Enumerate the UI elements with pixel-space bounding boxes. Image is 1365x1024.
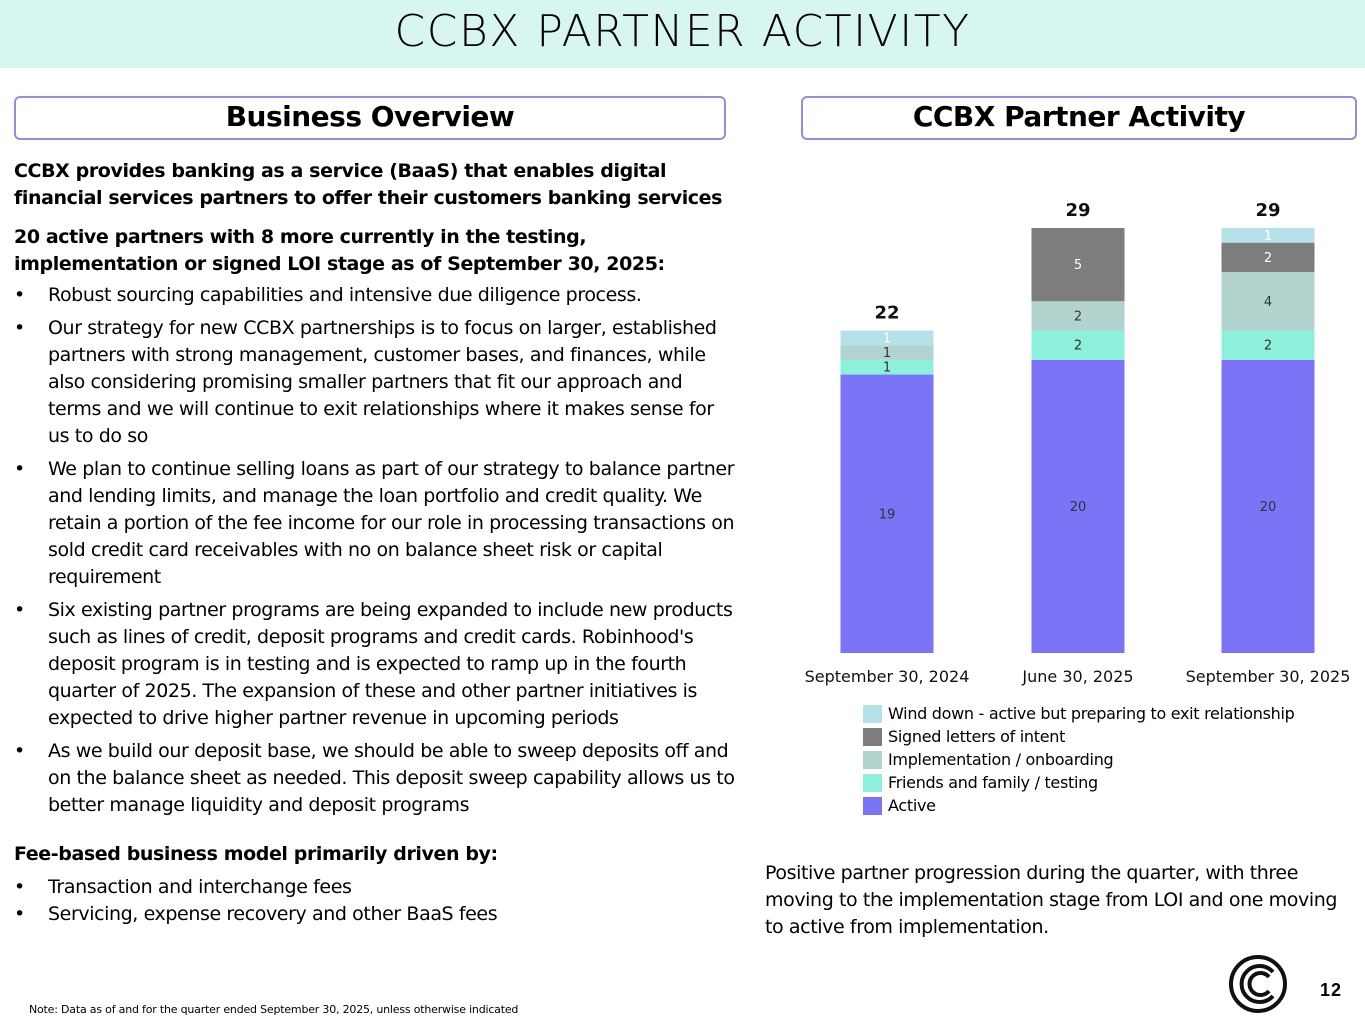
list-item: • Six existing partner programs are being… (14, 597, 739, 732)
data-label: 19 (879, 507, 896, 522)
bar-total-label: 29 (1255, 200, 1280, 221)
legend-label: Friends and family / testing (888, 773, 1098, 792)
legend-label: Signed letters of intent (888, 727, 1066, 746)
legend-label: Implementation / onboarding (888, 750, 1114, 769)
bar-total-label: 22 (874, 303, 899, 324)
bar-segment (1221, 271, 1315, 331)
bar-segment (1031, 359, 1125, 653)
list-item: • We plan to continue selling loans as pa… (14, 456, 739, 591)
data-label: 2 (1264, 251, 1272, 266)
category-label: June 30, 2025 (1021, 667, 1133, 686)
business-overview-body: CCBX provides banking as a service (BaaS… (14, 158, 739, 928)
page-title: CCBX PARTNER ACTIVITY (394, 6, 971, 57)
bullet-glyph: • (14, 903, 25, 925)
legend-swatch (863, 750, 882, 769)
partners-lead: 20 active partners with 8 more currently… (14, 226, 665, 275)
bullet-text: Our strategy for new CCBX partnerships i… (48, 317, 717, 447)
legend-swatch (863, 727, 882, 746)
legend-item: Wind down - active but preparing to exit… (863, 702, 1295, 725)
bullet-text: Six existing partner programs are being … (48, 599, 733, 729)
legend-item: Implementation / onboarding (863, 748, 1295, 771)
bar-segment (1221, 242, 1315, 272)
data-label: 2 (1074, 309, 1082, 324)
list-item: • Our strategy for new CCBX partnerships … (14, 315, 739, 450)
bar-segment (1031, 330, 1125, 360)
bullet-text: Robust sourcing capabilities and intensi… (48, 284, 642, 306)
data-label: 5 (1074, 258, 1082, 273)
legend-swatch (863, 773, 882, 792)
data-label: 1 (883, 331, 891, 346)
partner-progression-summary: Positive partner progression during the … (765, 862, 1337, 938)
list-item: • Transaction and interchange fees (14, 874, 739, 901)
legend-item: Signed letters of intent (863, 725, 1295, 748)
bar-segment (1031, 228, 1125, 302)
data-label: 2 (1074, 339, 1082, 354)
bullet-text: We plan to continue selling loans as par… (48, 458, 735, 588)
intro-paragraph: CCBX provides banking as a service (BaaS… (14, 160, 723, 209)
business-overview-header: Business Overview (14, 96, 726, 140)
bullet-glyph: • (14, 317, 25, 339)
data-label: 1 (883, 361, 891, 376)
ccb-logo-icon (1229, 955, 1287, 1013)
legend-label: Wind down - active but preparing to exit… (888, 704, 1295, 723)
bar-segment (840, 359, 934, 375)
bar-segment (1221, 330, 1315, 360)
data-label: 2 (1264, 339, 1272, 354)
category-label: September 30, 2025 (1186, 667, 1351, 686)
data-label: 1 (883, 346, 891, 361)
bar-segment (1221, 228, 1315, 243)
data-label: 4 (1264, 295, 1272, 310)
legend-item: Active (863, 794, 1295, 817)
page-number: 12 (1320, 980, 1343, 1000)
bullet-text: As we build our deposit base, we should … (48, 740, 735, 816)
category-label: September 30, 2024 (805, 667, 970, 686)
chart-legend: Wind down - active but preparing to exit… (863, 702, 1295, 817)
partner-activity-header: CCBX Partner Activity (801, 96, 1357, 140)
bullet-glyph: • (14, 599, 25, 621)
legend-label: Active (888, 796, 936, 815)
bullet-glyph: • (14, 876, 25, 898)
bullet-glyph: • (14, 458, 25, 480)
bar-segment (840, 345, 934, 360)
legend-swatch (863, 704, 882, 723)
bar-total-label: 29 (1065, 200, 1090, 221)
list-item: • As we build our deposit base, we should… (14, 738, 739, 819)
bar-segment (840, 330, 934, 346)
bullet-text: Servicing, expense recovery and other Ba… (48, 903, 498, 925)
strategy-bullet-list: • Robust sourcing capabilities and intens… (14, 282, 739, 819)
fee-bullet-list: • Transaction and interchange fees • Servi… (14, 874, 739, 928)
data-label: 1 (1264, 229, 1272, 244)
legend-item: Friends and family / testing (863, 771, 1295, 794)
partner-activity-chart: 19 1 1 1 22 September 30, 2024 20 2 2 5 29 June 30,… (801, 190, 1361, 690)
bullet-glyph: • (14, 284, 25, 306)
footnote: Note: Data as of and for the quarter end… (29, 1003, 519, 1016)
list-item: • Robust sourcing capabilities and intens… (14, 282, 739, 309)
legend-swatch (863, 796, 882, 815)
bar-segment (840, 374, 934, 653)
list-item: • Servicing, expense recovery and other B… (14, 901, 739, 928)
bar-segment (1221, 359, 1315, 653)
data-label: 20 (1070, 500, 1087, 515)
bullet-text: Transaction and interchange fees (48, 876, 352, 898)
title-bar: CCBX PARTNER ACTIVITY (0, 0, 1365, 68)
data-label: 20 (1260, 500, 1277, 515)
bar-segment (1031, 301, 1125, 331)
fee-model-lead: Fee-based business model primarily drive… (14, 843, 498, 865)
bullet-glyph: • (14, 740, 25, 762)
